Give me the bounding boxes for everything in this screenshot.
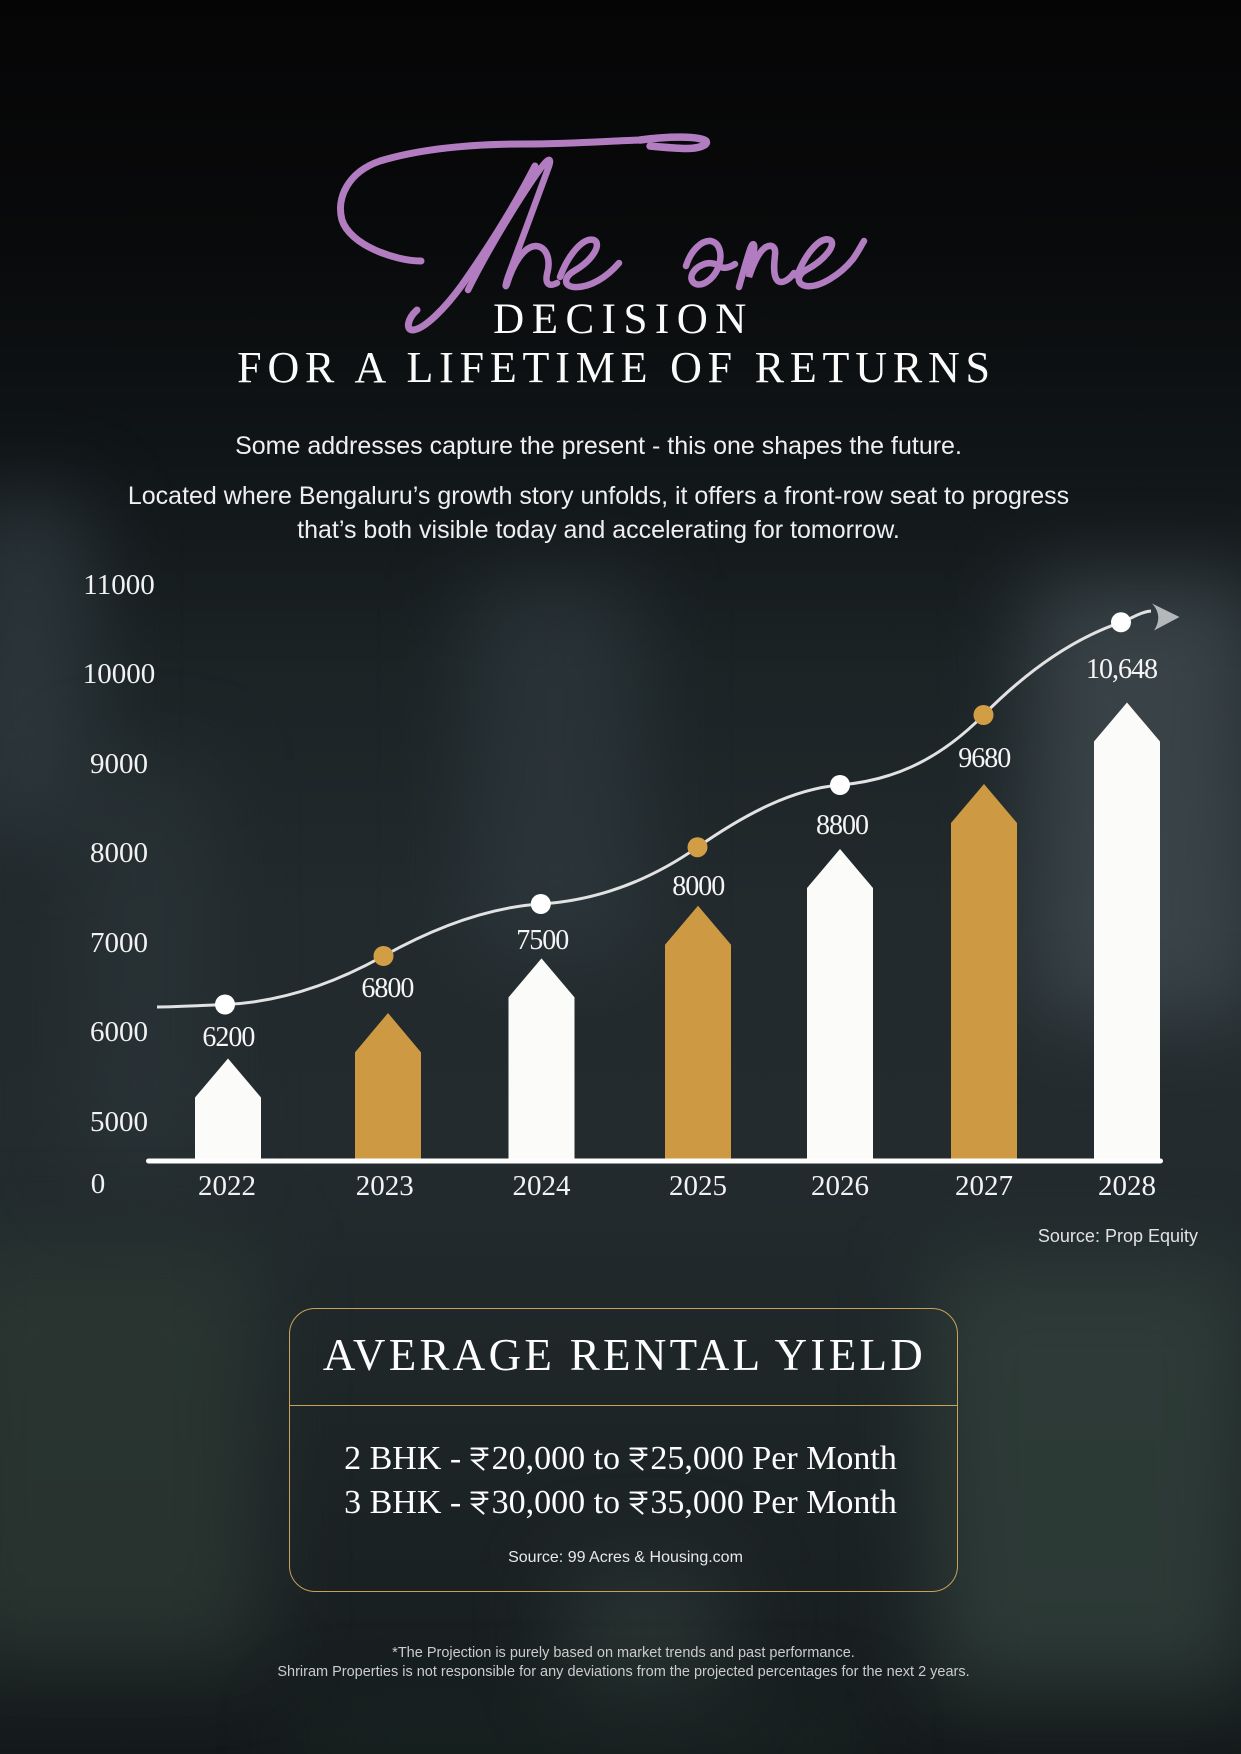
svg-text:9000: 9000 — [90, 748, 148, 780]
svg-text:10000: 10000 — [83, 658, 156, 690]
svg-text:5000: 5000 — [90, 1106, 148, 1138]
svg-text:2028: 2028 — [1098, 1170, 1156, 1202]
svg-text:11000: 11000 — [83, 569, 154, 601]
svg-text:2023: 2023 — [356, 1170, 414, 1202]
svg-text:8800: 8800 — [816, 810, 868, 841]
svg-text:6200: 6200 — [202, 1022, 254, 1053]
svg-text:6000: 6000 — [90, 1016, 148, 1048]
svg-text:2026: 2026 — [811, 1170, 869, 1202]
svg-text:8000: 8000 — [672, 871, 724, 902]
svg-text:0: 0 — [91, 1168, 106, 1200]
svg-text:2027: 2027 — [955, 1170, 1013, 1202]
svg-text:8000: 8000 — [90, 837, 148, 869]
svg-text:2022: 2022 — [198, 1170, 256, 1202]
svg-text:7500: 7500 — [516, 925, 568, 956]
svg-text:9680: 9680 — [958, 743, 1010, 774]
svg-text:10,648: 10,648 — [1086, 654, 1157, 685]
svg-text:7000: 7000 — [90, 927, 148, 959]
svg-text:2024: 2024 — [513, 1170, 572, 1202]
svg-text:6800: 6800 — [361, 973, 413, 1004]
svg-text:2025: 2025 — [669, 1170, 727, 1202]
